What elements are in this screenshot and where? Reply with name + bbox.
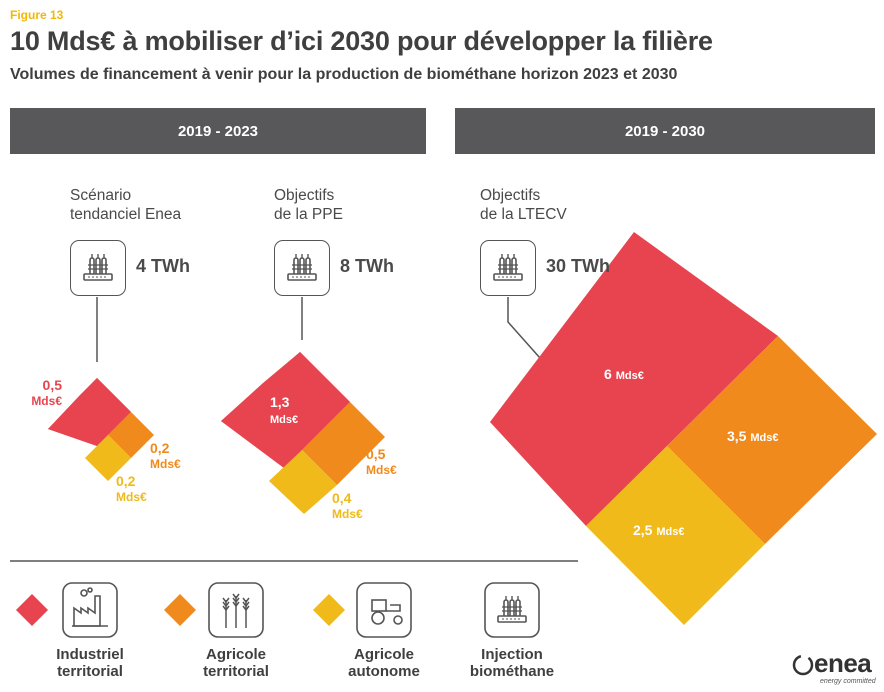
legend-label-industriel: Industriel territorial [25, 646, 155, 680]
scenario-1-line1: Scénario [70, 187, 132, 204]
energy-value-1: 4 TWh [136, 256, 190, 276]
agricole-territorial-segment [302, 402, 385, 485]
legend-marker-industriel [16, 594, 48, 626]
legend-line1: Injection [481, 646, 543, 663]
unit: Mds€ [656, 526, 685, 538]
page-subtitle: Volumes de financement à venir pour la p… [10, 66, 678, 83]
value: 6 [604, 366, 612, 382]
value: 0,5 [366, 446, 386, 462]
agricole-autonome-segment [586, 446, 765, 625]
legend-line2: territorial [203, 663, 269, 680]
factory-icon [72, 587, 108, 627]
agricole-autonome-segment [269, 450, 337, 514]
value-label-agricole-autonome-2: 0,4 Mds€ [332, 490, 363, 522]
connector-line [507, 297, 541, 359]
legend-line1: Agricole [353, 646, 414, 663]
scenario-3-line1: Objectifs [480, 187, 541, 204]
value-label-agricole-territorial-3: 3,5 Mds€ [727, 428, 778, 444]
legend-line2: biométhane [469, 663, 555, 680]
value: 0,2 [150, 440, 170, 456]
value-label-industriel-1: 0,5 Mds€ [18, 377, 62, 409]
legend-label-injection: Injection biométhane [447, 646, 577, 680]
logo-tagline: energy committed [820, 678, 876, 685]
legend-label-agricole-autonome: Agricole autonome [319, 646, 449, 680]
value: 3,5 [727, 428, 747, 444]
scenario-3-label: Objectifs de la LTECV [480, 186, 567, 224]
legend-line2: territorial [57, 663, 123, 680]
legend-marker-agricole-autonome [313, 594, 345, 626]
unit: Mds€ [750, 432, 779, 444]
legend-line1: Industriel [56, 646, 124, 663]
scenario-3-line2: de la LTECV [480, 206, 567, 223]
injection-icon [70, 240, 126, 296]
unit: Mds€ [270, 414, 299, 426]
value-label-agricole-territorial-1: 0,2 Mds€ [150, 440, 181, 472]
agricole-autonome-segment [85, 435, 131, 481]
value: 0,2 [116, 473, 136, 489]
page-title: 10 Mds€ à mobiliser d’ici 2030 pour déve… [10, 26, 713, 56]
legend-label-agricole-territorial: Agricole territorial [171, 646, 301, 680]
unit: Mds€ [31, 394, 62, 408]
diamond-scenario-3 [490, 232, 877, 625]
value-label-agricole-autonome-3: 2,5 Mds€ [633, 522, 684, 538]
value: 2,5 [633, 522, 653, 538]
tractor-icon [371, 599, 403, 625]
wheat-icon [222, 593, 250, 628]
period-band-2023: 2019 - 2023 [10, 108, 426, 154]
logo-mark-icon [792, 654, 814, 676]
value-label-agricole-territorial-2: 0,5 Mds€ [366, 446, 397, 478]
scenario-2-line2: de la PPE [274, 206, 343, 223]
injection-icon [274, 240, 330, 296]
unit: Mds€ [116, 490, 147, 504]
legend-line1: Agricole [205, 646, 266, 663]
injection-icon [480, 240, 536, 296]
unit: Mds€ [150, 457, 181, 471]
value: 0,4 [332, 490, 352, 506]
diamond-scenario-2 [221, 352, 385, 514]
unit: Mds€ [332, 507, 363, 521]
value: 0,5 [42, 377, 62, 393]
agricole-territorial-segment [667, 336, 877, 544]
value-label-industriel-2: 1,3 Mds€ [270, 394, 298, 428]
value-label-industriel-3: 6 Mds€ [604, 366, 644, 382]
scenario-2-line1: Objectifs [274, 187, 335, 204]
unit: Mds€ [366, 463, 397, 477]
unit: Mds€ [615, 370, 644, 382]
legend-marker-agricole-territorial [164, 594, 196, 626]
legend-line2: autonome [348, 663, 420, 680]
value: 1,3 [270, 394, 290, 410]
scenario-1-line2: tendanciel Enea [70, 206, 182, 223]
diamond-scenario-1 [48, 378, 154, 481]
scenario-2-label: Objectifs de la PPE [274, 186, 343, 224]
logo-text: enea [814, 648, 872, 678]
energy-value-2: 8 TWh [340, 256, 394, 276]
energy-value-3: 30 TWh [546, 256, 611, 276]
value-label-agricole-autonome-1: 0,2 Mds€ [116, 473, 147, 505]
scenario-1-label: Scénario tendanciel Enea [70, 186, 181, 224]
period-band-2030: 2019 - 2030 [455, 108, 875, 154]
industriel-segment [490, 232, 778, 526]
figure-label: Figure 13 [10, 8, 64, 22]
